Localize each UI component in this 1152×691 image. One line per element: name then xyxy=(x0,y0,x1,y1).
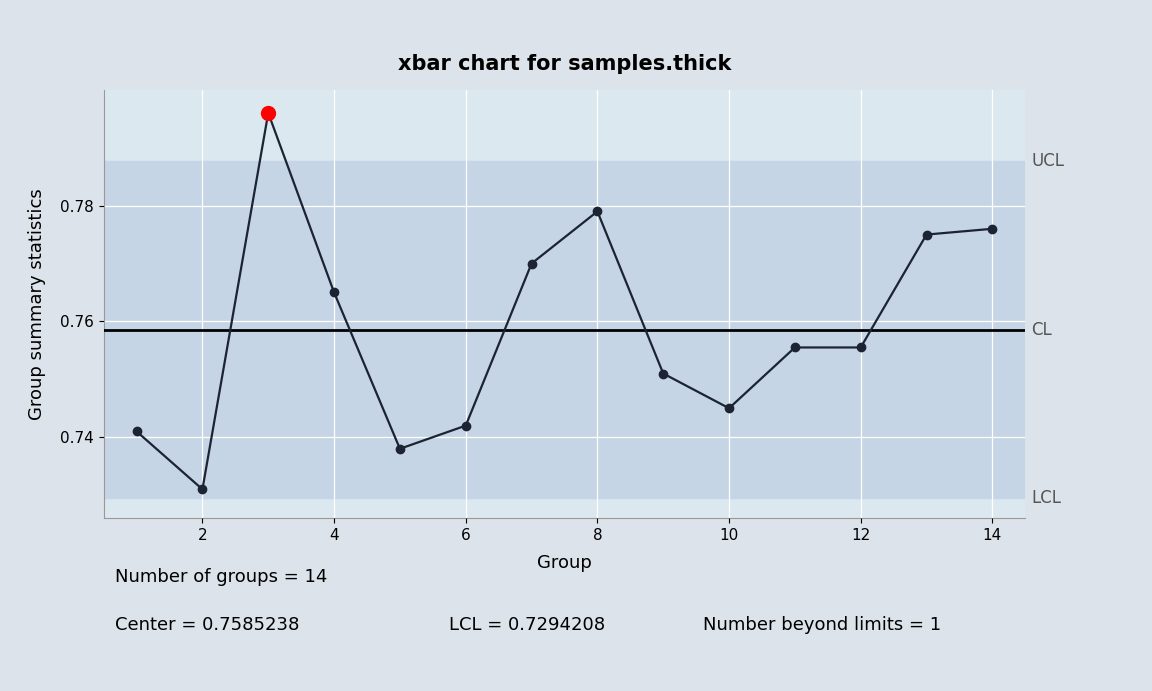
X-axis label: Group: Group xyxy=(537,554,592,572)
Title: xbar chart for samples.thick: xbar chart for samples.thick xyxy=(397,55,732,75)
Text: LCL = 0.7294208: LCL = 0.7294208 xyxy=(449,616,606,634)
Y-axis label: Group summary statistics: Group summary statistics xyxy=(28,188,46,420)
Text: Number of groups = 14: Number of groups = 14 xyxy=(115,568,327,586)
Text: Number beyond limits = 1: Number beyond limits = 1 xyxy=(703,616,941,634)
Text: Center = 0.7585238: Center = 0.7585238 xyxy=(115,616,300,634)
Text: CL: CL xyxy=(1031,321,1052,339)
Text: UCL: UCL xyxy=(1031,153,1064,171)
Text: LCL: LCL xyxy=(1031,489,1061,507)
Bar xyxy=(104,162,1025,498)
